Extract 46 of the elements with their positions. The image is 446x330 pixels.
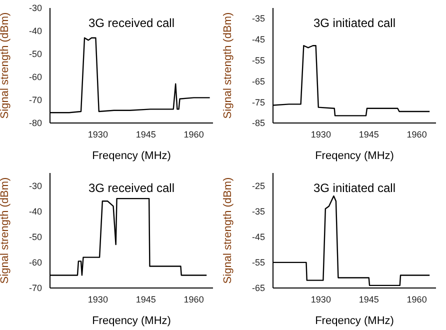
y-tick-label: -65 [252,76,265,86]
x-axis-title: Freqency (MHz) [315,315,394,327]
y-tick-label: -70 [28,95,42,106]
text: 3G received call [87,16,176,30]
x-tick-label: 1960 [406,129,427,140]
y-tick-label: -65 [252,283,265,294]
y-tick-label: -45 [252,34,265,45]
x-tick-label: 1930 [88,294,108,304]
x-axis-title: Freqency (MHz) [315,150,394,162]
y-tick-label: -80 [28,118,42,128]
y-tick-label: -25 [252,180,265,191]
x-axis-title: Freqency (MHz) [92,315,171,327]
y-tick-label: -45 [252,232,265,242]
x-axis-title: Freqency (MHz) [92,150,171,162]
y-tick-label: -40 [28,206,42,217]
x-tick-label: 1930 [310,129,331,140]
y-tick-label: -60 [28,72,42,82]
y-tick-label: -55 [252,258,265,268]
x-tick-label: 1945 [136,294,156,304]
y-tick-label: -85 [252,118,265,128]
x-tick-label: 1960 [184,294,204,304]
y-tick-label: -70 [28,283,42,294]
y-tick-label: -35 [252,14,265,24]
y-tick-label: -30 [28,3,42,14]
text: 3G initiated call [312,181,397,195]
y-axis-title: Signal strength (dBm) [0,177,11,284]
x-tick-label: 1960 [406,294,427,304]
x-tick-label: 1960 [184,129,204,140]
x-tick-label: 1930 [310,294,331,304]
y-axis-title: Signal strength (dBm) [0,12,11,119]
x-tick-label: 1945 [136,129,156,140]
y-axis-title: Signal strength (dBm) [222,12,234,119]
y-tick-label: -35 [252,206,265,217]
y-tick-label: -30 [28,180,42,191]
x-tick-label: 1945 [358,129,379,140]
y-axis-title: Signal strength (dBm) [222,177,234,284]
y-tick-label: -55 [252,55,265,66]
text: 3G initiated call [312,16,397,30]
y-tick-label: -40 [28,26,42,36]
x-tick-label: 1930 [88,129,108,140]
text: 3G received call [87,181,176,195]
x-tick-label: 1945 [358,294,379,304]
y-tick-label: -75 [252,97,265,108]
y-tick-label: -50 [28,232,42,242]
y-tick-label: -60 [28,258,42,268]
y-tick-label: -50 [28,49,42,60]
